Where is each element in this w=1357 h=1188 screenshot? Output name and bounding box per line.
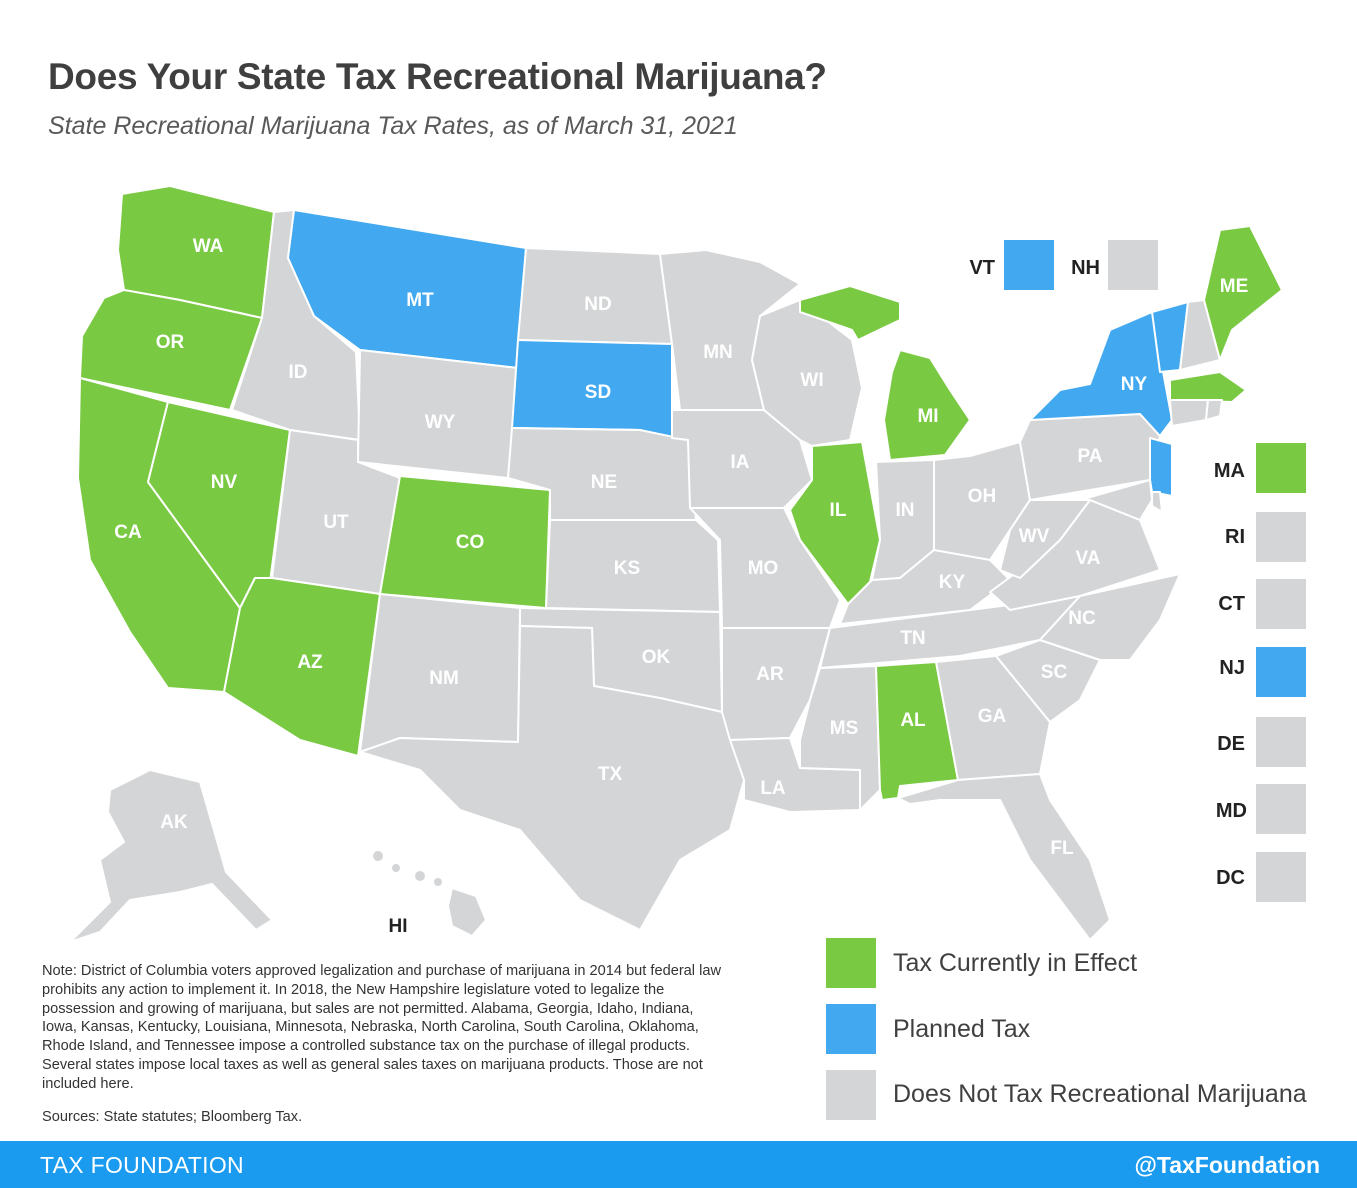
svg-text:KY: KY [939,572,966,593]
svg-text:IL: IL [830,500,847,521]
svg-text:NE: NE [591,472,617,493]
legend-swatch-tax-in-effect [826,938,876,988]
state-RI[interactable] [1205,399,1223,421]
svg-text:MN: MN [703,342,733,363]
svg-text:MS: MS [830,718,859,739]
legend-swatch-planned [826,1004,876,1054]
legend-label-tax-in-effect: Tax Currently in Effect [893,949,1138,977]
svg-text:LA: LA [760,778,786,799]
small-state-label-vt: VT [969,257,995,279]
page-title: Does Your State Tax Recreational Marijua… [48,56,827,97]
svg-text:UT: UT [323,512,349,533]
state-OR[interactable] [79,289,263,411]
state-NJ[interactable] [1149,437,1173,497]
svg-text:ME: ME [1220,276,1249,297]
footnote: Note: District of Columbia voters approv… [42,963,721,1092]
svg-text:IA: IA [731,452,750,473]
svg-text:ID: ID [289,362,308,383]
footer-brand: TAX FOUNDATION [40,1152,244,1178]
small-state-label-ri: RI [1225,526,1245,548]
sources: Sources: State statutes; Bloomberg Tax. [42,1109,303,1125]
svg-text:WY: WY [425,412,456,433]
small-state-square-dc[interactable] [1256,852,1306,902]
svg-text:GA: GA [978,706,1007,727]
state-labels: WA OR CA NV ID MT WY UT AZ CO NM ND SD N… [114,236,1248,937]
svg-text:NC: NC [1068,608,1096,629]
svg-text:WA: WA [193,236,224,257]
svg-text:IN: IN [896,500,915,521]
small-state-square-de[interactable] [1256,717,1306,767]
us-map: WA OR CA NV ID MT WY UT AZ CO NM ND SD N… [69,185,1283,943]
svg-text:NV: NV [211,472,238,493]
footer-handle[interactable]: @TaxFoundation [1134,1152,1320,1178]
svg-text:TN: TN [900,628,925,649]
svg-text:WV: WV [1019,526,1050,547]
state-MA[interactable] [1169,371,1247,403]
small-state-label-ct: CT [1218,593,1245,615]
small-state-label-nh: NH [1071,257,1100,279]
svg-text:OH: OH [968,486,997,507]
small-state-square-ct[interactable] [1256,579,1306,629]
small-state-square-md[interactable] [1256,784,1306,834]
svg-text:MT: MT [406,290,434,311]
svg-text:AK: AK [160,812,188,833]
state-DE[interactable] [1151,491,1163,513]
small-state-square-nh[interactable] [1108,240,1158,290]
state-MI-lower[interactable] [883,349,971,461]
svg-text:AL: AL [900,710,926,731]
page-subtitle: State Recreational Marijuana Tax Rates, … [48,112,738,140]
small-state-label-md: MD [1215,800,1247,822]
state-SC[interactable] [995,639,1101,723]
small-state-label-nj: NJ [1219,657,1245,679]
small-state-label-ma: MA [1213,460,1245,482]
state-MD[interactable] [1079,479,1153,521]
state-HI[interactable] [371,849,487,937]
svg-text:CO: CO [456,532,485,553]
state-WV[interactable] [999,499,1091,579]
small-state-square-nj[interactable] [1256,647,1306,697]
small-state-square-ri[interactable] [1256,512,1306,562]
svg-text:SD: SD [585,382,611,403]
svg-text:PA: PA [1078,446,1103,467]
state-GA[interactable] [935,655,1051,781]
state-ME[interactable] [1203,225,1283,361]
small-state-square-ma[interactable] [1256,443,1306,493]
svg-text:NM: NM [429,668,459,689]
state-CT[interactable] [1169,399,1209,427]
legend-swatch-no-tax [826,1070,876,1120]
svg-text:ND: ND [584,294,611,315]
svg-text:OK: OK [642,647,671,668]
svg-text:SC: SC [1041,662,1068,683]
state-MI[interactable] [799,285,901,341]
svg-text:AR: AR [756,664,784,685]
svg-text:KS: KS [614,558,640,579]
svg-text:AZ: AZ [297,652,323,673]
svg-text:NY: NY [1121,374,1148,395]
legend-label-no-tax: Does Not Tax Recreational Marijuana [893,1080,1307,1108]
footer-bar: TAX FOUNDATION @TaxFoundation [0,1141,1357,1188]
svg-text:VA: VA [1076,548,1101,569]
svg-text:FL: FL [1050,838,1074,859]
small-state-square-vt[interactable] [1004,240,1054,290]
small-state-label-dc: DC [1216,867,1245,889]
state-FL[interactable] [897,773,1111,941]
legend-label-planned: Planned Tax [893,1015,1031,1043]
svg-text:WI: WI [800,370,823,391]
state-TX[interactable] [359,625,745,931]
svg-text:TX: TX [598,764,623,785]
small-state-label-de: DE [1217,733,1245,755]
svg-text:HI: HI [389,916,408,937]
state-KS[interactable] [545,519,721,613]
svg-text:MI: MI [917,406,938,427]
state-MO[interactable] [689,507,841,629]
svg-text:CA: CA [114,522,142,543]
svg-text:OR: OR [156,332,185,353]
svg-text:MO: MO [748,558,779,579]
state-AK[interactable] [69,769,273,943]
